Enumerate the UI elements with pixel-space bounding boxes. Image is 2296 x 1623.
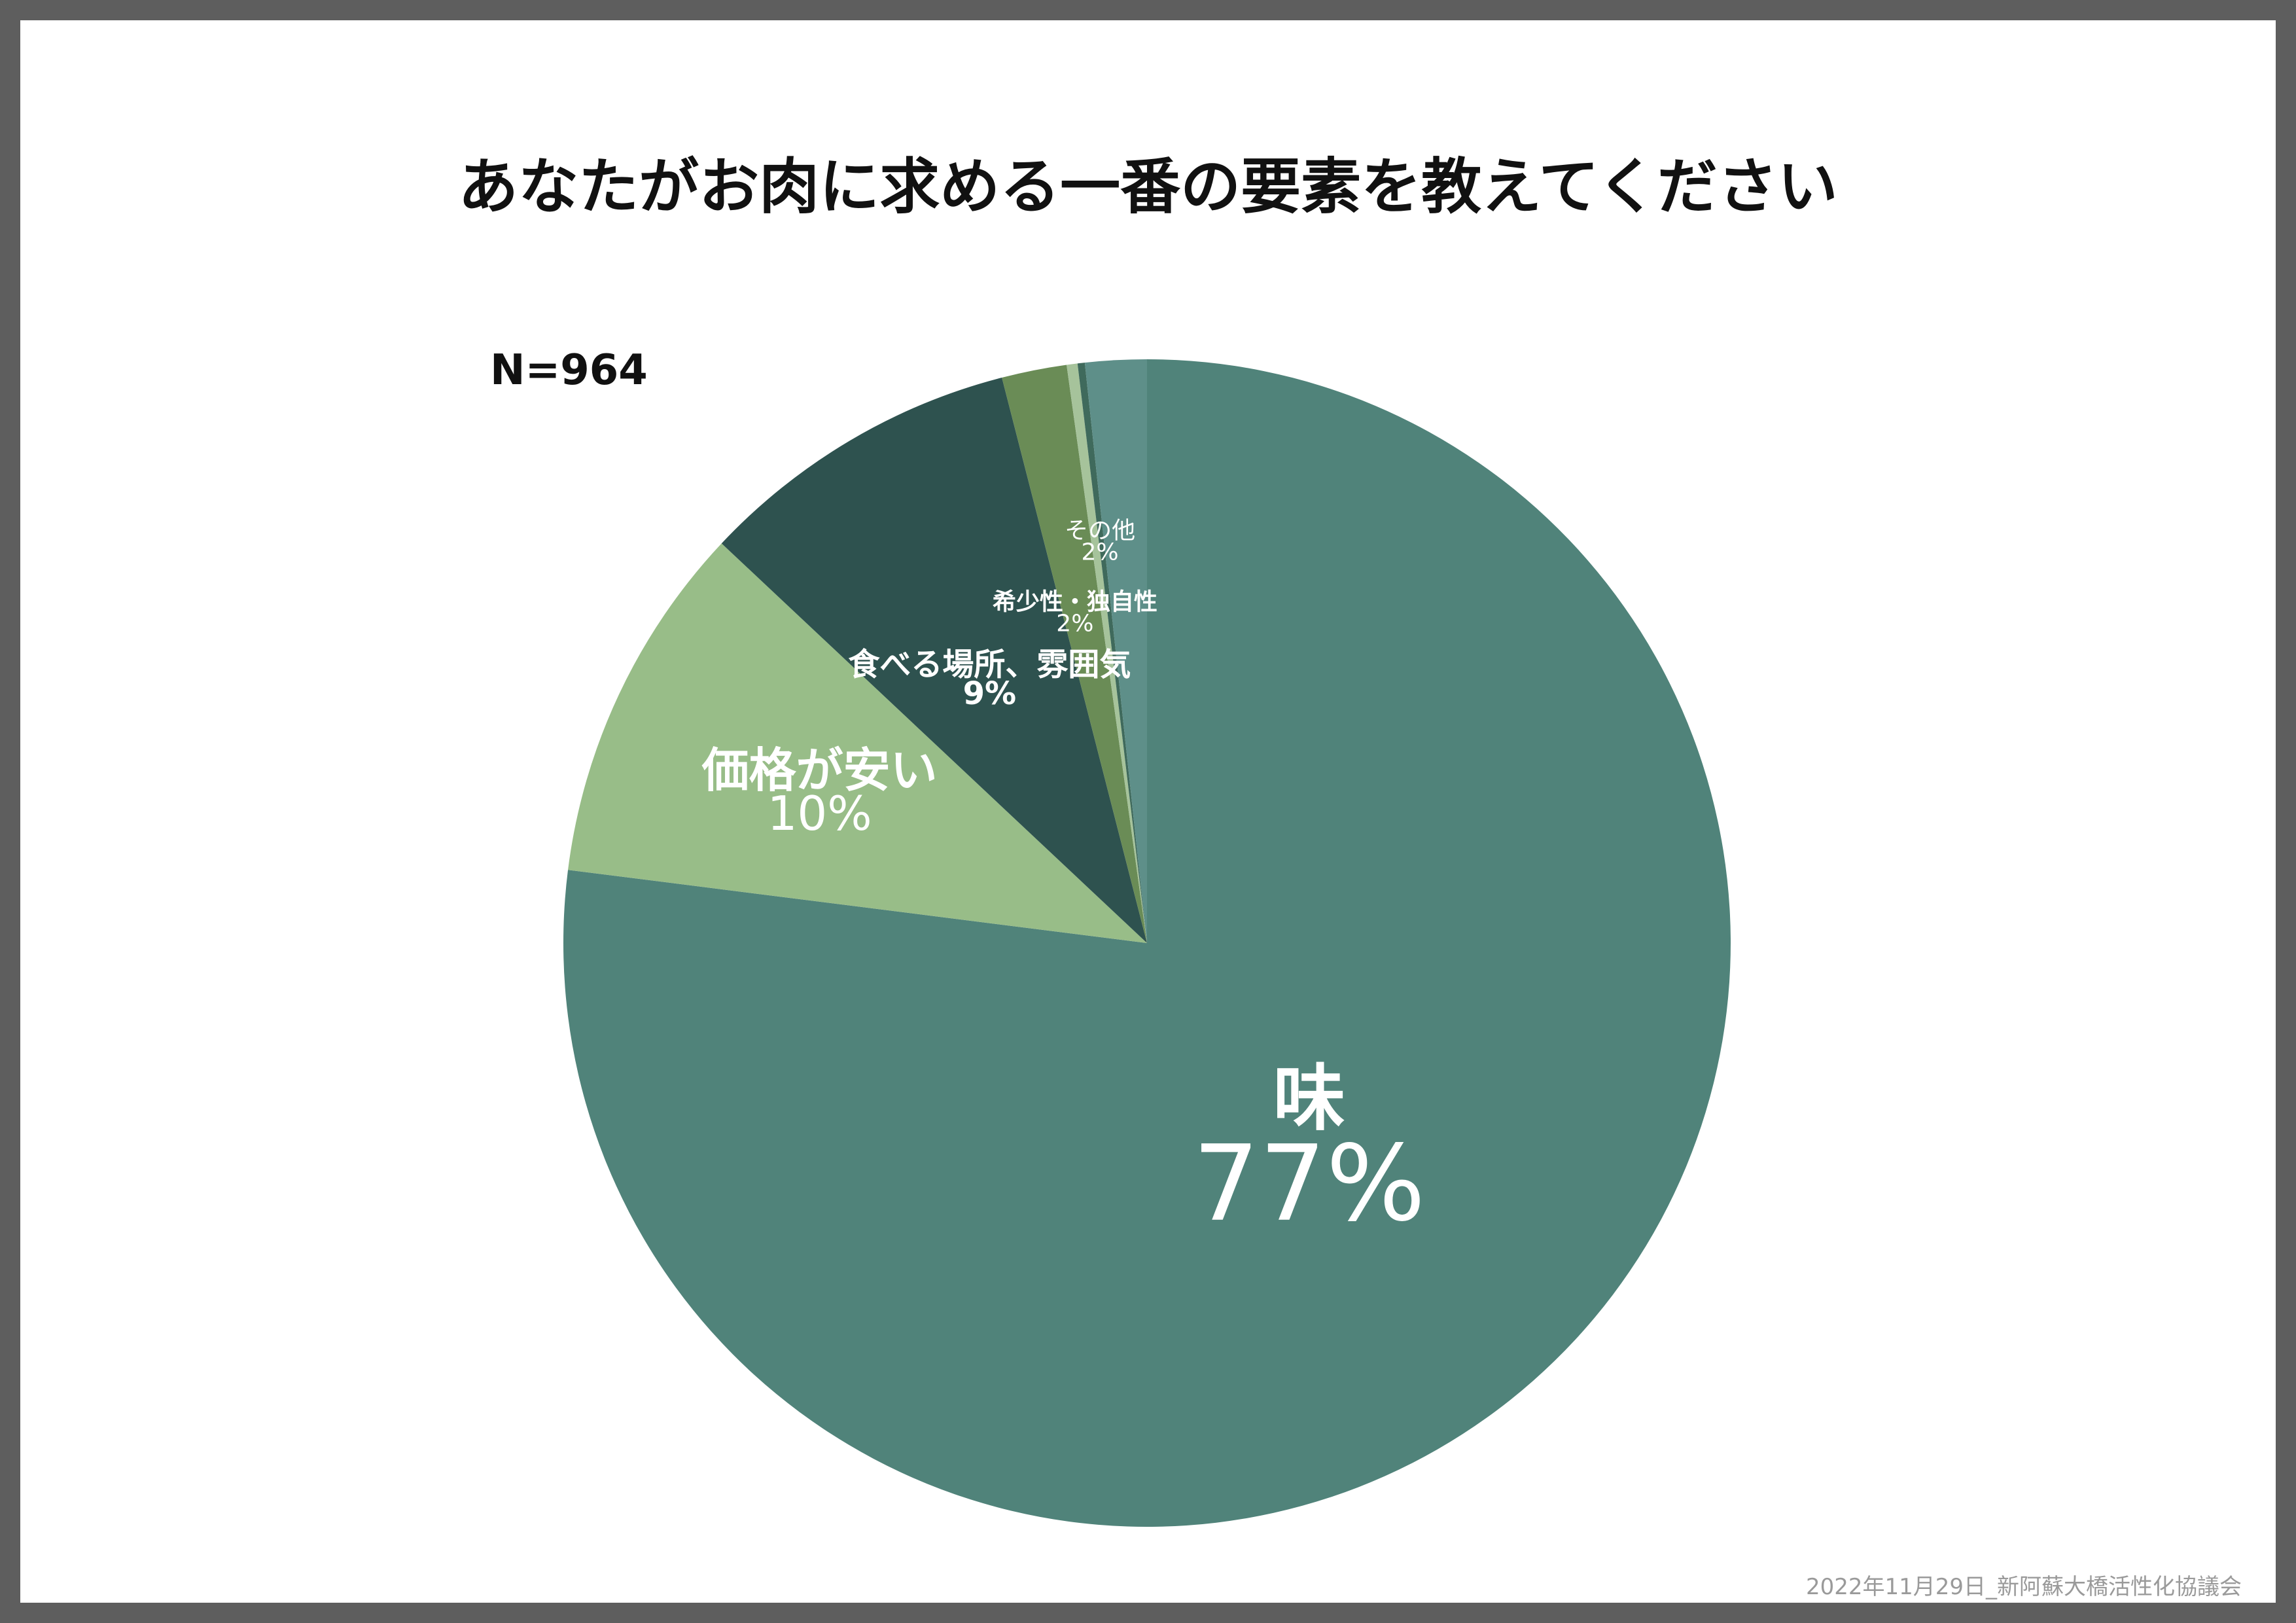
pie-slice-4 [1067,363,1147,943]
pie-slice-6 [1084,359,1147,943]
chart-canvas: あなたがお肉に求める一番の要素を教えてください N=964 味 77% 価格が安い 1… [20,20,2276,1603]
pie-slices [563,359,1731,1527]
slice-percent-label-6: 2% [1082,539,1119,566]
slice-name-label-6: その他 [1065,517,1135,544]
pie-slice-0 [563,359,1731,1527]
slice-percent-label-2: 9% [963,675,1017,712]
pie-slice-1 [568,543,1147,943]
slice-name-label-2: 食べる場所、雰囲気 [848,647,1131,683]
slice-name-label-1: 価格が安い [701,743,938,798]
chart-title: あなたがお肉に求める一番の要素を教えてください [458,152,1838,222]
slice-percent-label-0: 77% [1193,1122,1426,1245]
pie-slice-5 [1077,363,1147,943]
slice-name-label-3: 希少性・独自性 [993,589,1157,616]
slice-name-label-0: 味 [1273,1057,1345,1141]
pie-slice-3 [1002,365,1147,943]
slice-percent-label-3: 2% [1056,611,1093,637]
footer-credit: 2022年11月29日_新阿蘇大橋活性化協議会 [1805,1574,2242,1600]
pie-slice-2 [721,378,1147,943]
slice-percent-label-1: 10% [768,786,872,841]
sample-size-label: N=964 [490,346,648,395]
